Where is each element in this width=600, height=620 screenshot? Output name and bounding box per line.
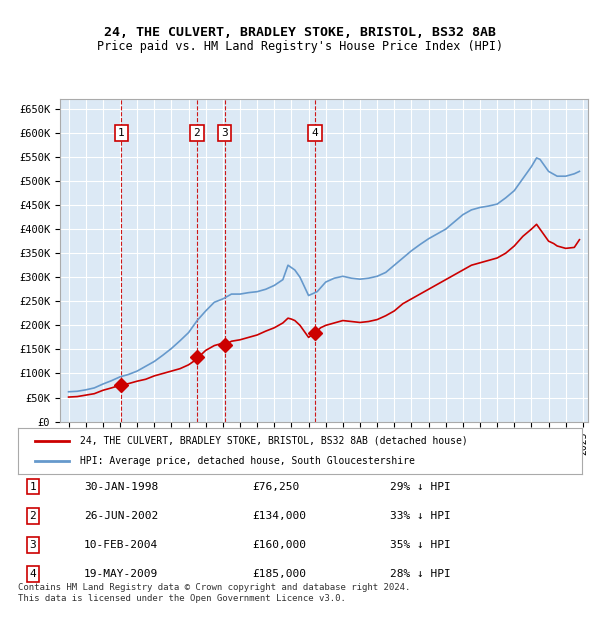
Text: HPI: Average price, detached house, South Gloucestershire: HPI: Average price, detached house, Sout… <box>80 456 415 466</box>
Text: 3: 3 <box>29 540 37 550</box>
Text: £76,250: £76,250 <box>252 482 299 492</box>
Text: 35% ↓ HPI: 35% ↓ HPI <box>390 540 451 550</box>
Text: £134,000: £134,000 <box>252 511 306 521</box>
Text: 10-FEB-2004: 10-FEB-2004 <box>84 540 158 550</box>
Text: 4: 4 <box>312 128 319 138</box>
Text: 33% ↓ HPI: 33% ↓ HPI <box>390 511 451 521</box>
Text: Price paid vs. HM Land Registry's House Price Index (HPI): Price paid vs. HM Land Registry's House … <box>97 40 503 53</box>
Text: 30-JAN-1998: 30-JAN-1998 <box>84 482 158 492</box>
Text: Contains HM Land Registry data © Crown copyright and database right 2024.
This d: Contains HM Land Registry data © Crown c… <box>18 583 410 603</box>
Text: 24, THE CULVERT, BRADLEY STOKE, BRISTOL, BS32 8AB (detached house): 24, THE CULVERT, BRADLEY STOKE, BRISTOL,… <box>80 436 468 446</box>
Text: 26-JUN-2002: 26-JUN-2002 <box>84 511 158 521</box>
Text: 2: 2 <box>29 511 37 521</box>
Text: 1: 1 <box>29 482 37 492</box>
Text: 29% ↓ HPI: 29% ↓ HPI <box>390 482 451 492</box>
Text: 19-MAY-2009: 19-MAY-2009 <box>84 569 158 579</box>
Text: 28% ↓ HPI: 28% ↓ HPI <box>390 569 451 579</box>
Text: 2: 2 <box>194 128 200 138</box>
Text: £185,000: £185,000 <box>252 569 306 579</box>
Text: 4: 4 <box>29 569 37 579</box>
Text: £160,000: £160,000 <box>252 540 306 550</box>
Text: 1: 1 <box>118 128 125 138</box>
Text: 24, THE CULVERT, BRADLEY STOKE, BRISTOL, BS32 8AB: 24, THE CULVERT, BRADLEY STOKE, BRISTOL,… <box>104 26 496 39</box>
Text: 3: 3 <box>221 128 228 138</box>
